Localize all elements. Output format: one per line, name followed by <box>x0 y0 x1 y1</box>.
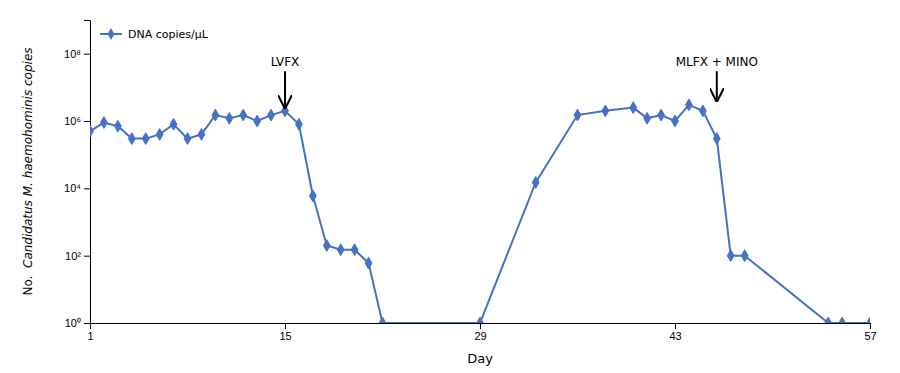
y-tick-label: 10⁴ <box>64 182 81 194</box>
data-point <box>365 257 372 269</box>
x-tick: 43 <box>669 323 681 342</box>
data-point <box>602 105 609 117</box>
data-layer <box>90 99 870 323</box>
data-point <box>672 115 679 127</box>
data-point <box>630 102 637 114</box>
y-tick-label: 10⁸ <box>64 48 81 60</box>
y-tick: 10⁶ <box>64 115 90 127</box>
annotation-arrow <box>284 71 286 107</box>
x-tick: 29 <box>474 323 486 342</box>
y-tick: 10⁴ <box>64 182 90 194</box>
data-point <box>198 129 205 141</box>
data-point <box>867 317 870 323</box>
y-axis-title: No. Candidatus M. haemohominis copies <box>21 47 35 295</box>
data-point <box>114 120 121 132</box>
x-axis-line <box>91 324 871 330</box>
data-point <box>170 118 177 130</box>
chart: 1 15 29 43 57 10⁰ 10² 10⁴ 10⁶ 10⁸ Day LVFX MLFX + MI… <box>0 0 900 373</box>
data-point <box>309 190 316 202</box>
y-tick-mark <box>84 188 90 189</box>
data-point <box>142 133 149 145</box>
data-point <box>727 250 734 262</box>
data-point <box>90 125 93 137</box>
plot-area: 1 15 29 43 57 10⁰ 10² 10⁴ 10⁶ 10⁸ Day LVFX MLFX + MI… <box>64 21 877 367</box>
y-axis-title-part: No. <box>21 272 35 296</box>
data-point <box>379 317 386 323</box>
annotations: LVFX MLFX + MINO <box>271 55 758 107</box>
x-tick-mark <box>480 323 481 329</box>
x-tick-label: 57 <box>864 330 876 342</box>
data-point <box>644 112 651 124</box>
data-point <box>296 118 303 130</box>
x-tick: 15 <box>279 323 291 342</box>
y-tick-label: 10⁰ <box>65 317 81 329</box>
x-axis: 1 15 29 43 57 <box>87 323 876 342</box>
data-point <box>337 244 344 256</box>
data-point <box>686 99 693 111</box>
y-tick-mark <box>84 323 90 324</box>
data-point <box>713 133 720 145</box>
data-point <box>825 317 832 323</box>
x-tick: 57 <box>864 323 876 342</box>
x-tick-label: 15 <box>279 330 291 342</box>
data-point <box>741 250 748 262</box>
annotation-label: LVFX <box>271 55 300 69</box>
y-tick-mark <box>84 121 90 122</box>
x-tick: 1 <box>87 323 93 342</box>
data-point <box>184 133 191 145</box>
x-tick-label: 1 <box>87 330 93 342</box>
y-axis-title-part: Candidatus <box>21 200 35 272</box>
x-tick-mark <box>870 323 871 329</box>
y-tick: 10⁸ <box>64 48 90 60</box>
y-axis: 10⁰ 10² 10⁴ 10⁶ 10⁸ <box>64 21 90 330</box>
y-tick: 10² <box>65 250 90 262</box>
data-point <box>323 240 330 252</box>
legend-item: DNA copies/μL <box>100 28 209 41</box>
data-point <box>156 129 163 141</box>
data-point <box>212 109 219 121</box>
annotation-label: MLFX + MINO <box>676 55 758 69</box>
y-tick-label: 10⁶ <box>64 115 81 127</box>
data-point <box>101 117 108 129</box>
data-point <box>268 109 275 121</box>
data-point <box>477 317 484 323</box>
data-point <box>226 112 233 124</box>
data-point <box>699 105 706 117</box>
data-point <box>574 109 581 121</box>
x-tick-label: 43 <box>669 330 681 342</box>
y-axis-line <box>84 21 91 324</box>
data-point <box>658 109 665 121</box>
y-tick-label: 10² <box>65 250 81 262</box>
y-tick: 10⁰ <box>65 317 90 329</box>
y-axis-title-part: M. haemohominis copies <box>21 47 35 200</box>
y-tick-mark <box>84 54 90 55</box>
x-tick-mark <box>285 323 286 329</box>
legend-label: DNA copies/μL <box>128 28 209 41</box>
data-point <box>128 133 135 145</box>
legend: DNA copies/μL <box>100 28 209 41</box>
series-line <box>90 105 870 323</box>
data-point <box>254 115 261 127</box>
x-tick-mark <box>675 323 676 329</box>
data-point <box>839 317 846 323</box>
data-point <box>240 109 247 121</box>
data-point <box>532 177 539 189</box>
data-point <box>351 244 358 256</box>
y-tick-mark <box>84 256 90 257</box>
legend-marker <box>108 28 115 40</box>
x-tick-label: 29 <box>474 330 486 342</box>
annotation-arrow <box>716 71 718 100</box>
x-axis-title: Day <box>467 351 493 366</box>
